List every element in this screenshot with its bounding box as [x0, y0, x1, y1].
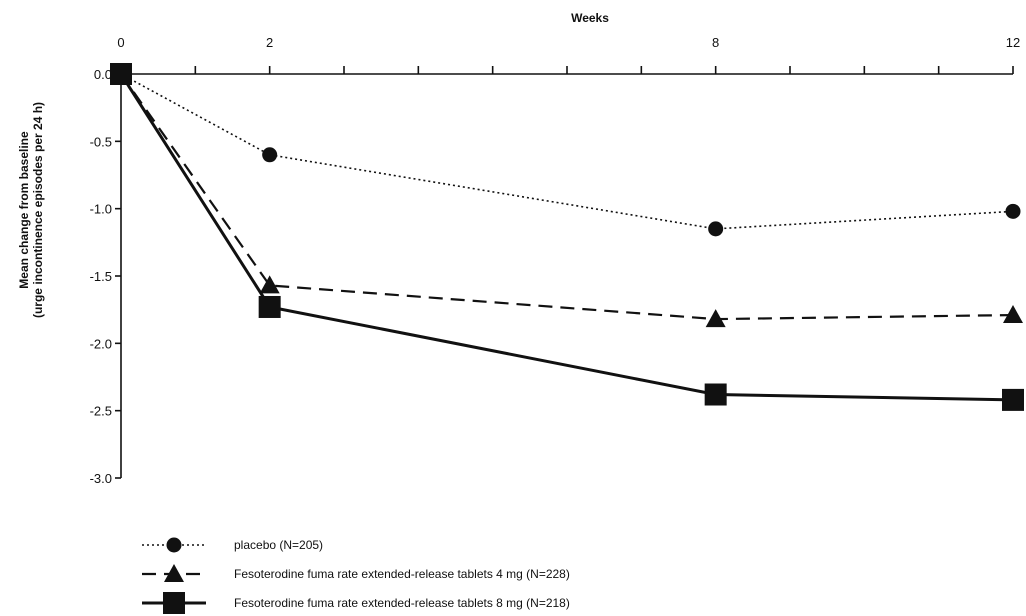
series-layer: [110, 63, 1024, 411]
data-point: [258, 295, 281, 318]
legend-entry: Fesoterodine fuma rate extended-release …: [142, 564, 570, 582]
legend: placebo (N=205) Fesoterodine fuma rate ex…: [142, 537, 570, 614]
legend-entry: Fesoterodine fuma rate extended-release …: [142, 592, 570, 614]
y-tick-label: 0.0: [94, 67, 112, 82]
x-tick-label: 8: [712, 35, 719, 50]
x-axis-title: Weeks: [571, 11, 609, 25]
series-2: [111, 64, 1023, 328]
data-point: [1005, 203, 1021, 219]
legend-entry: placebo (N=205): [142, 537, 323, 553]
legend-marker: [164, 564, 184, 582]
data-point: [262, 147, 278, 163]
axes: 0 2 8 12 0.0 -0.5 -1.0 -1.5 -2.0 -2.5 -3.0: [90, 35, 1021, 486]
y-tick-label: -2.5: [90, 404, 112, 419]
legend-label: placebo (N=205): [234, 538, 323, 552]
y-axis-title: Mean change from baseline (urge incontin…: [17, 102, 45, 318]
y-tick-label: -0.5: [90, 134, 112, 149]
data-point: [1003, 305, 1023, 324]
data-point: [1002, 388, 1024, 411]
data-point: [704, 383, 727, 406]
y-axis-title-line2: (urge incontinence episodes per 24 h): [31, 102, 45, 318]
data-point: [705, 309, 726, 328]
legend-marker: [166, 537, 182, 553]
y-tick-label: -3.0: [90, 471, 112, 486]
series-1: [113, 66, 1021, 237]
x-tick-label: 2: [266, 35, 273, 50]
data-point: [708, 221, 724, 237]
data-point: [110, 63, 132, 85]
legend-label: Fesoterodine fuma rate extended-release …: [234, 596, 570, 610]
series-line: [119, 73, 1014, 402]
data-point: [259, 275, 280, 294]
legend-label: Fesoterodine fuma rate extended-release …: [234, 567, 570, 581]
series-line: [120, 73, 1014, 230]
y-tick-label: -1.0: [90, 202, 112, 217]
legend-marker: [163, 592, 185, 614]
y-tick-label: -1.5: [90, 269, 112, 284]
x-tick-label: 0: [117, 35, 124, 50]
series-3: [110, 63, 1024, 411]
y-axis-title-line1: Mean change from baseline: [17, 131, 31, 289]
y-tick-label: -2.0: [90, 336, 112, 351]
x-tick-label: 12: [1006, 35, 1020, 50]
